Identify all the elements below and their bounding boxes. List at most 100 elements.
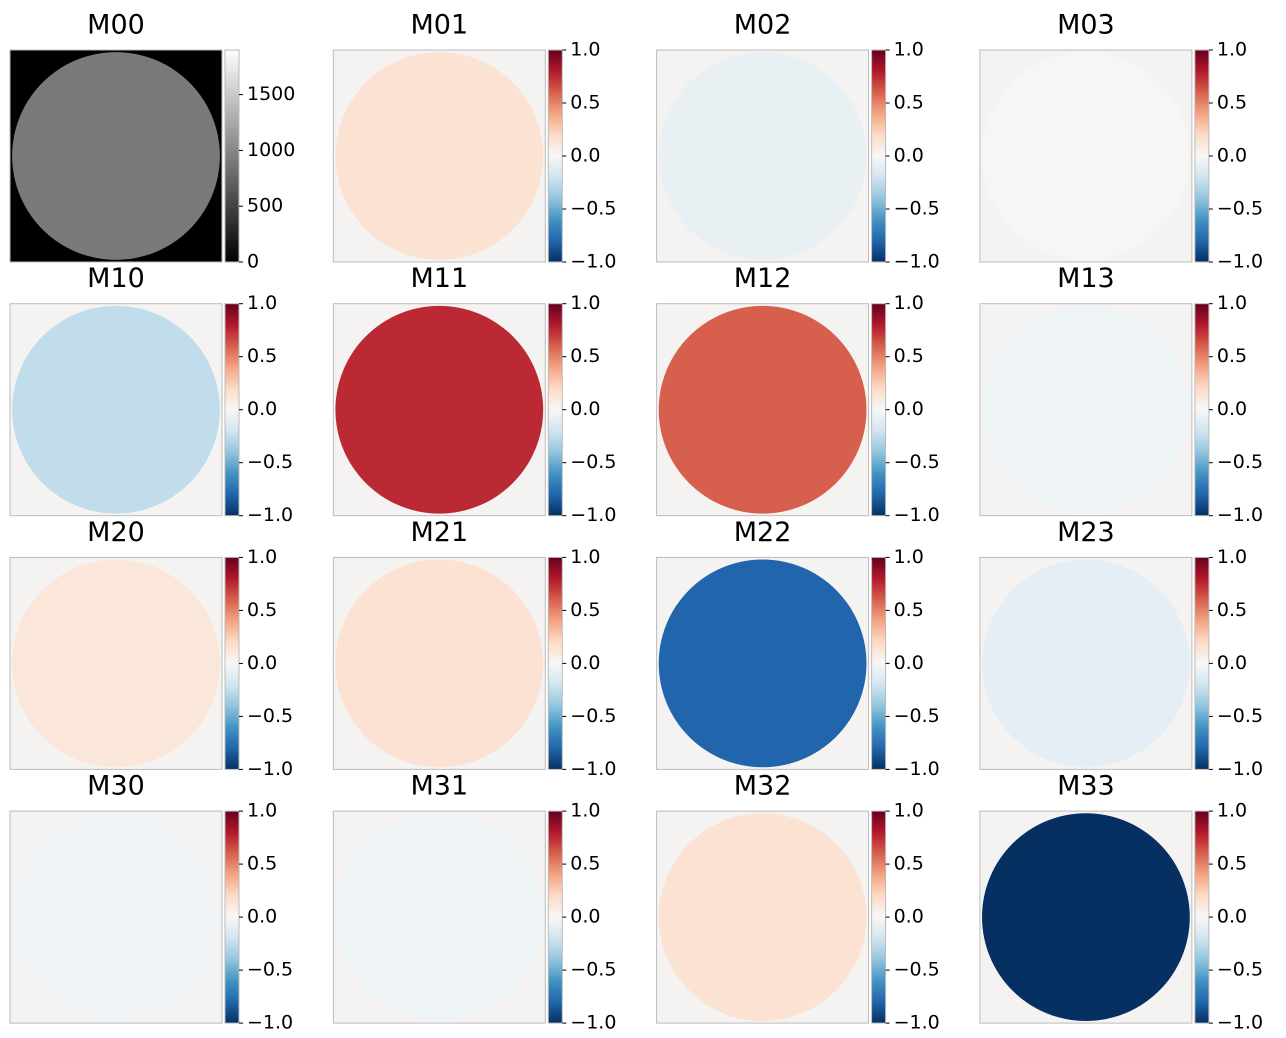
colorbar-tick-label: 0.0 [1217,398,1247,420]
colorbar-tick-label: 0.0 [1217,652,1247,674]
image-disk [12,305,220,514]
image-frame [9,810,223,1024]
panel-title: M10 [87,263,145,294]
panel-title: M32 [734,771,792,802]
colorbar-tick-label: −1.0 [894,1012,940,1034]
colorbar-tick-label: 1.0 [1217,39,1247,61]
panel-title: M23 [1057,517,1115,548]
colorbar-tick-label: −0.5 [894,451,940,473]
colorbar-tick-label: −1.0 [1217,1012,1263,1034]
colorbar-tick-label: 0.5 [1217,853,1247,875]
colorbar [547,303,563,517]
colorbar-tick-label: 1.0 [247,546,277,568]
image-disk [658,559,867,768]
colorbar-tick-label: 0.0 [247,906,277,928]
colorbar-tick-label: −0.5 [894,705,940,727]
colorbar-tick-label: 1.0 [894,39,924,61]
panel-title: M20 [87,517,145,548]
colorbar-tick-label: −0.5 [1217,198,1263,220]
colorbar-tick-label: 1.0 [570,292,600,314]
image-frame [9,556,223,770]
colorbar-tick-label: 0.5 [247,853,277,875]
colorbar [1194,49,1210,263]
image-disk [982,559,1190,768]
colorbar-tick-label: 0.0 [894,652,924,674]
image-frame [332,810,546,1024]
image-frame [9,49,223,263]
panel-title: M03 [1057,10,1115,41]
colorbar [871,810,887,1024]
colorbar-tick-label: −0.5 [247,705,293,727]
colorbar-tick-label: 0.5 [570,92,600,114]
image-disk [12,52,220,260]
colorbar-tick-label: −0.5 [1217,451,1263,473]
colorbar-tick-label: 0.0 [1217,145,1247,167]
colorbar-tick-label: 0.5 [247,345,277,367]
panel-title: M30 [87,771,145,802]
colorbar-tick-label: 0.5 [570,599,600,621]
colorbar-tick-label: 1.0 [247,292,277,314]
image-disk [982,305,1190,514]
panel-title: M22 [734,517,792,548]
colorbar [547,49,563,263]
colorbar-tick-label: 1.0 [247,800,277,822]
colorbar-tick-label: 0.0 [894,145,924,167]
colorbar-tick-label: −1.0 [247,504,293,526]
colorbar-tick-label: 1.0 [1217,800,1247,822]
image-frame [979,810,1193,1024]
colorbar-tick-label: −1.0 [570,758,616,780]
image-frame [656,810,870,1024]
colorbar-tick-label: −1.0 [1217,758,1263,780]
colorbar-tick-label: 0.5 [894,853,924,875]
image-disk [658,52,867,260]
colorbar-tick-label: 0.0 [894,398,924,420]
colorbar-tick-label: −1.0 [247,1012,293,1034]
colorbar-tick-label: −0.5 [894,198,940,220]
colorbar-tick-label: 0.5 [1217,92,1247,114]
colorbar-tick-label: 1.0 [570,800,600,822]
colorbar-tick-label: −1.0 [894,251,940,273]
colorbar-tick-label: −1.0 [894,504,940,526]
image-disk [12,813,220,1021]
image-disk [335,52,544,260]
colorbar-tick-label: 1.0 [570,39,600,61]
colorbar-tick-label: 0.5 [1217,599,1247,621]
panel-title: M00 [87,10,145,41]
panel-title: M21 [410,517,468,548]
image-frame [332,556,546,770]
image-disk [335,813,544,1021]
panel-title: M31 [410,771,468,802]
colorbar-tick-label: −0.5 [570,198,616,220]
colorbar [224,810,240,1024]
colorbar [871,556,887,770]
colorbar-tick-label: 0.0 [570,145,600,167]
image-disk [982,813,1190,1021]
image-disk [658,305,867,514]
colorbar-tick-label: 1.0 [1217,292,1247,314]
image-frame [656,303,870,517]
image-frame [332,303,546,517]
colorbar [1194,810,1210,1024]
colorbar-tick-label: 0.0 [894,906,924,928]
colorbar-tick-label: 0.0 [570,906,600,928]
image-disk [982,52,1190,260]
colorbar-tick-label: −0.5 [570,451,616,473]
image-disk [12,559,220,768]
colorbar-tick-label: −1.0 [1217,251,1263,273]
colorbar-tick-label: −1.0 [247,758,293,780]
colorbar-tick-label: 1500 [247,83,295,105]
colorbar-tick-label: −1.0 [570,504,616,526]
colorbar-tick-label: −1.0 [570,251,616,273]
colorbar-tick-label: 0.5 [570,853,600,875]
colorbar-tick-label: −0.5 [570,705,616,727]
image-frame [332,49,546,263]
colorbar-tick-label: 0 [247,251,259,273]
image-frame [656,49,870,263]
colorbar [224,303,240,517]
panel-title: M12 [734,263,792,294]
colorbar-tick-label: 0.0 [570,652,600,674]
panel-title: M11 [410,263,468,294]
colorbar-tick-label: 1.0 [894,800,924,822]
colorbar-tick-label: 0.0 [247,652,277,674]
